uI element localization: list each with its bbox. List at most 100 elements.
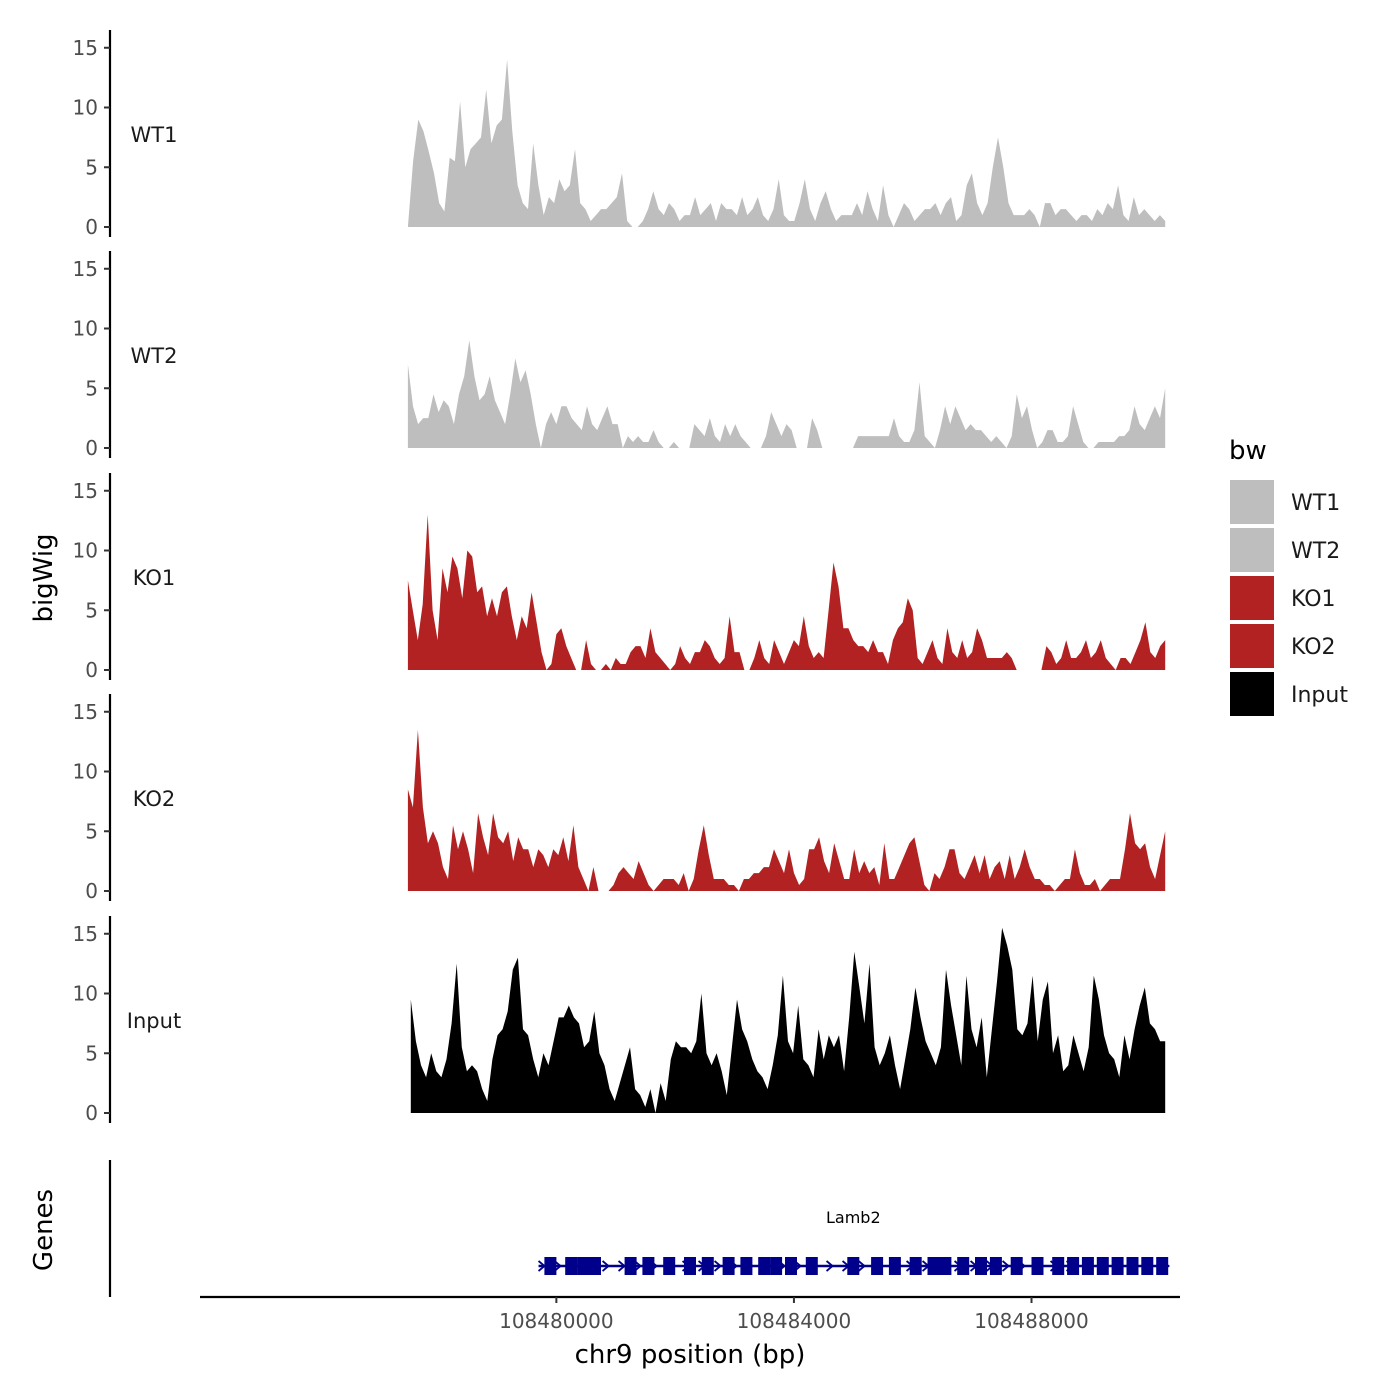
legend-swatch (1230, 528, 1274, 572)
legend-label: KO2 (1291, 635, 1336, 660)
exon (909, 1257, 922, 1275)
y-tick-label: 10 (73, 96, 98, 120)
strand-arrow (617, 1260, 626, 1272)
exon (939, 1257, 952, 1275)
y-tick-label: 0 (85, 658, 98, 682)
track-label: WT1 (131, 123, 178, 147)
exon (1096, 1257, 1109, 1275)
exon (989, 1257, 1002, 1275)
legend-swatch (1230, 576, 1274, 620)
strand-arrow (553, 1260, 562, 1272)
y-tick-label: 15 (73, 922, 98, 946)
coverage-area-ko2 (407, 729, 1166, 891)
y-tick-label: 5 (85, 819, 98, 843)
exon (684, 1257, 696, 1275)
coverage-tracks: 0 5 10 15 WT1 0 5 10 15 WT2 0 5 10 15 KO1 0 5 10 15 KO2 0 5 10… (73, 30, 1166, 1125)
x-axis-title: chr9 position (bp) (575, 1340, 806, 1370)
legend-title: bw (1229, 436, 1267, 466)
exon (975, 1257, 987, 1275)
y-tick-label: 0 (85, 215, 98, 239)
legend-item-wt1: WT1 (1230, 480, 1340, 524)
exon (642, 1257, 655, 1275)
exon (740, 1257, 753, 1275)
legend-label: KO1 (1291, 587, 1336, 612)
y-tick-label: 15 (73, 479, 98, 503)
exon (1067, 1257, 1080, 1275)
legend: bw WT1 WT2 KO1 KO2 Input (1229, 436, 1348, 716)
track-label: Input (127, 1009, 181, 1033)
genes-panel: Lamb2 (108, 1160, 1170, 1297)
gene-label: Lamb2 (826, 1208, 881, 1227)
genes-axis-title: Genes (29, 1189, 59, 1271)
exon (722, 1257, 735, 1275)
y-tick-label: 10 (73, 317, 98, 341)
y-tick-label: 5 (85, 598, 98, 622)
legend-swatch (1230, 480, 1274, 524)
y-tick-label: 0 (85, 436, 98, 460)
track-input: 0 5 10 15 Input (73, 916, 1166, 1125)
y-tick-label: 5 (85, 1041, 98, 1065)
exon (1111, 1257, 1124, 1275)
exon (1031, 1257, 1044, 1275)
exon (1052, 1257, 1065, 1275)
y-tick-label: 5 (85, 155, 98, 179)
track-label: WT2 (131, 344, 178, 368)
strand-arrow (825, 1260, 834, 1272)
y-tick-label: 10 (73, 982, 98, 1006)
legend-item-ko1: KO1 (1230, 576, 1336, 620)
exon (701, 1257, 714, 1275)
strand-arrow (1001, 1260, 1010, 1272)
x-axis: 108480000 108484000 108488000 (200, 1295, 1180, 1333)
exon (544, 1257, 557, 1275)
y-tick-label: 15 (73, 36, 98, 60)
exon (1081, 1257, 1094, 1275)
exon (1141, 1257, 1154, 1275)
exon (927, 1257, 940, 1275)
exon (1156, 1257, 1169, 1275)
legend-item-ko2: KO2 (1230, 624, 1336, 668)
track-label: KO2 (133, 787, 176, 811)
exon (663, 1257, 676, 1275)
legend-label: WT1 (1291, 491, 1340, 516)
legend-swatch (1230, 624, 1274, 668)
y-tick-label: 10 (73, 539, 98, 563)
x-tick-label: 108488000 (974, 1309, 1089, 1333)
y-tick-label: 0 (85, 1101, 98, 1125)
exon (589, 1257, 601, 1275)
legend-label: WT2 (1291, 539, 1340, 564)
track-label: KO1 (133, 566, 176, 590)
track-ko2: 0 5 10 15 KO2 (73, 694, 1166, 903)
exon (871, 1257, 884, 1275)
legend-item-input: Input (1230, 672, 1348, 716)
y-tick-label: 15 (73, 700, 98, 724)
coverage-area-wt2 (407, 340, 1166, 448)
exon (770, 1257, 783, 1275)
track-wt2: 0 5 10 15 WT2 (73, 251, 1166, 460)
gene-lamb2: Lamb2 (537, 1208, 1170, 1275)
y-tick-label: 5 (85, 376, 98, 400)
exon (1010, 1257, 1023, 1275)
exon (1126, 1257, 1139, 1275)
y-tick-label: 0 (85, 879, 98, 903)
exon (577, 1257, 590, 1275)
legend-swatch (1230, 672, 1274, 716)
track-ko1: 0 5 10 15 KO1 (73, 473, 1166, 682)
x-tick-label: 108480000 (499, 1309, 614, 1333)
coverage-area-ko1 (407, 514, 1166, 670)
y-tick-label: 10 (73, 760, 98, 784)
track-wt1: 0 5 10 15 WT1 (73, 30, 1166, 239)
exon (565, 1257, 578, 1275)
strand-arrow (713, 1260, 722, 1272)
legend-label: Input (1291, 683, 1348, 708)
exon (805, 1257, 818, 1275)
exon (624, 1257, 637, 1275)
y-tick-label: 15 (73, 257, 98, 281)
strand-arrow (601, 1260, 610, 1272)
exon (847, 1257, 860, 1275)
legend-item-wt2: WT2 (1230, 528, 1340, 572)
exon (785, 1257, 797, 1275)
exon (957, 1257, 970, 1275)
coverage-area-input (410, 927, 1166, 1113)
coverage-area-wt1 (407, 59, 1166, 228)
